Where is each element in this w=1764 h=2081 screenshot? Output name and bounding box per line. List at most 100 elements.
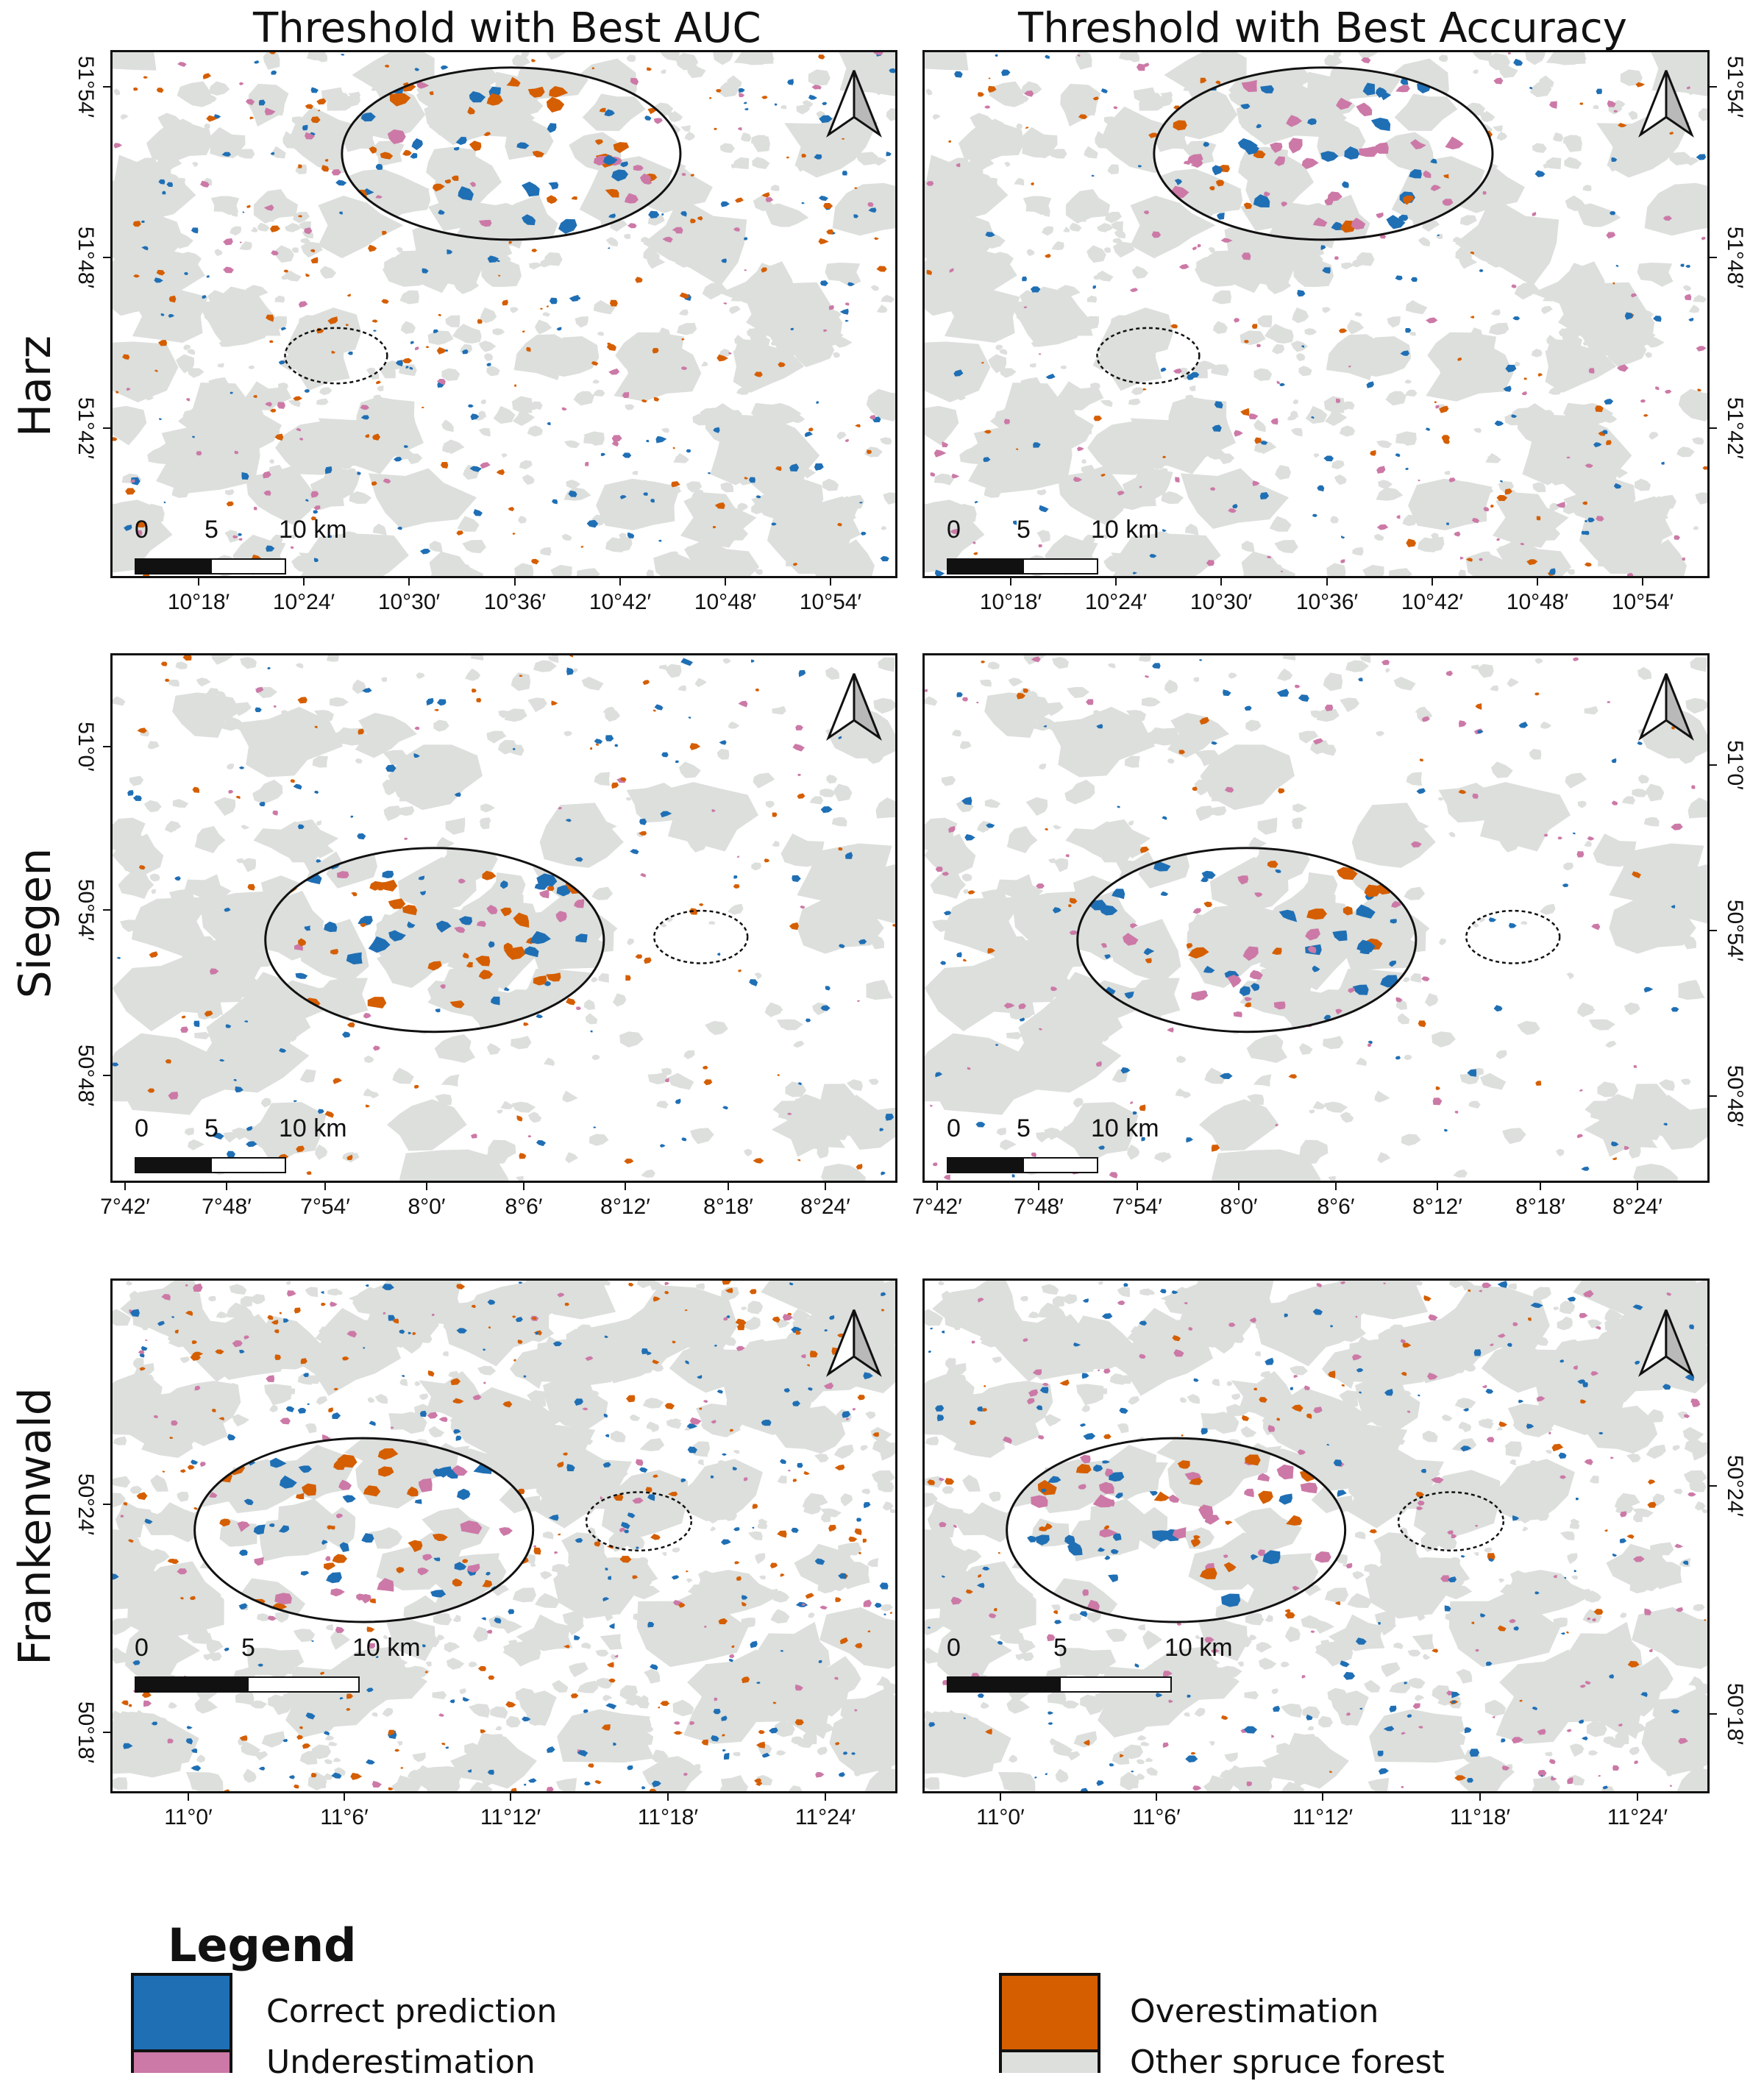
column-title-accuracy: Threshold with Best Accuracy	[1018, 4, 1627, 52]
x-tick-mark	[725, 578, 726, 586]
row-label-frankenwald: Frankenwald	[10, 1387, 61, 1665]
y-tick-label: 51°42′	[1723, 396, 1747, 460]
x-tick-mark	[1335, 1183, 1337, 1190]
x-tick-mark	[936, 1183, 938, 1190]
y-tick-label: 50°18′	[1723, 1682, 1747, 1746]
x-tick-label: 7°54′	[1112, 1195, 1162, 1219]
y-tick-label: 50°18′	[74, 1701, 98, 1764]
y-tick-mark	[1710, 1713, 1717, 1715]
legend-label-under: Underestimation	[266, 2043, 536, 2081]
zoom-source-ellipse	[1096, 327, 1201, 385]
scale-segment-white	[210, 558, 286, 575]
scale-label-5: 5	[205, 1114, 218, 1142]
x-tick-label: 10°48′	[694, 590, 757, 614]
x-tick-label: 10°48′	[1506, 590, 1569, 614]
x-tick-mark	[514, 578, 516, 586]
map-panel-harz-auc: 0 5 10 km	[110, 50, 897, 578]
zoom-inset	[1006, 1438, 1345, 1622]
x-tick-mark	[124, 1183, 126, 1190]
zoom-ellipse	[341, 66, 682, 241]
y-tick-mark	[1710, 257, 1717, 258]
x-tick-label: 8°0′	[408, 1195, 446, 1219]
legend-label-correct: Correct prediction	[266, 1993, 558, 2030]
scale-segment-black	[135, 1157, 210, 1173]
x-tick-mark	[1137, 1183, 1138, 1190]
x-tick-mark	[1437, 1183, 1438, 1190]
zoom-source-ellipse	[1465, 909, 1561, 964]
scale-label-10km: 10 km	[1164, 1634, 1233, 1662]
x-tick-mark	[825, 1183, 826, 1190]
scale-label-0: 0	[947, 1114, 961, 1142]
y-tick-mark	[103, 1075, 110, 1076]
y-tick-mark	[1710, 764, 1717, 766]
x-tick-label: 7°48′	[202, 1195, 252, 1219]
spruce-forest-layer	[925, 655, 1707, 1181]
x-tick-label: 8°6′	[1317, 1195, 1355, 1219]
scale-segment-white	[247, 1676, 360, 1693]
map-canvas	[113, 1281, 895, 1791]
map-canvas	[925, 655, 1707, 1181]
x-tick-label: 10°54′	[799, 590, 862, 614]
x-tick-label: 10°18′	[979, 590, 1042, 614]
x-tick-mark	[1238, 1183, 1240, 1190]
x-tick-label: 11°0′	[164, 1805, 213, 1829]
scale-label-0: 0	[135, 516, 149, 544]
map-panel-harz-accuracy: 0 5 10 km	[922, 50, 1710, 578]
north-arrow-icon	[826, 70, 882, 138]
x-tick-label: 11°24′	[794, 1805, 856, 1829]
north-arrow-icon	[1638, 673, 1694, 741]
x-tick-mark	[825, 1793, 826, 1801]
y-tick-mark	[1710, 427, 1717, 429]
x-tick-mark	[1637, 1793, 1638, 1801]
x-tick-label: 11°24′	[1607, 1805, 1668, 1829]
zoom-ellipse	[264, 847, 605, 1034]
zoom-inset	[1153, 67, 1493, 240]
x-tick-mark	[523, 1183, 524, 1190]
x-tick-label: 11°18′	[637, 1805, 699, 1829]
scale-label-5: 5	[1017, 516, 1031, 544]
x-tick-mark	[1220, 578, 1222, 586]
y-tick-label: 50°54′	[74, 878, 98, 942]
y-tick-label: 51°54′	[74, 55, 98, 118]
x-tick-label: 7°48′	[1014, 1195, 1064, 1219]
x-tick-mark	[1432, 578, 1433, 586]
scale-bar: 0 5 10 km	[135, 516, 347, 576]
zoom-ellipse	[193, 1437, 535, 1623]
scale-segment-white	[210, 1157, 286, 1173]
x-tick-label: 10°30′	[377, 590, 441, 614]
x-tick-label: 8°12′	[1412, 1195, 1462, 1219]
scale-bar: 0 5 10 km	[135, 1634, 421, 1700]
scale-segment-black	[135, 558, 210, 575]
x-tick-mark	[324, 1183, 326, 1190]
y-tick-mark	[103, 1504, 110, 1505]
x-tick-mark	[1479, 1793, 1481, 1801]
scale-label-10km: 10 km	[1091, 516, 1159, 544]
y-tick-label: 50°54′	[1723, 899, 1747, 962]
row-label-harz: Harz	[10, 335, 61, 438]
x-tick-label: 8°0′	[1220, 1195, 1258, 1219]
x-tick-mark	[1322, 1793, 1323, 1801]
y-tick-label: 51°0′	[74, 722, 98, 772]
x-tick-mark	[667, 1793, 669, 1801]
y-tick-label: 51°54′	[1723, 55, 1747, 118]
x-tick-label: 11°12′	[480, 1805, 541, 1829]
x-tick-label: 10°30′	[1189, 590, 1253, 614]
scale-label-5: 5	[241, 1634, 255, 1662]
y-tick-label: 51°0′	[1723, 740, 1747, 790]
x-tick-label: 10°24′	[1084, 590, 1148, 614]
scale-label-5: 5	[205, 516, 218, 544]
scale-segment-white	[1023, 558, 1098, 575]
y-tick-label: 50°48′	[1723, 1064, 1747, 1128]
map-panel-frankenwald-auc: 0 5 10 km	[110, 1278, 897, 1793]
x-tick-label: 11°6′	[1132, 1805, 1181, 1829]
x-tick-mark	[303, 578, 305, 586]
scale-bar: 0 5 10 km	[947, 516, 1159, 576]
x-tick-mark	[1637, 1183, 1638, 1190]
scale-label-10km: 10 km	[352, 1634, 421, 1662]
scale-bar: 0 5 10 km	[947, 1634, 1233, 1700]
x-tick-label: 11°12′	[1292, 1805, 1354, 1829]
x-tick-mark	[188, 1793, 189, 1801]
x-tick-label: 8°24′	[800, 1195, 850, 1219]
x-tick-mark	[226, 1183, 227, 1190]
scale-bar: 0 5 10 km	[135, 1114, 347, 1181]
